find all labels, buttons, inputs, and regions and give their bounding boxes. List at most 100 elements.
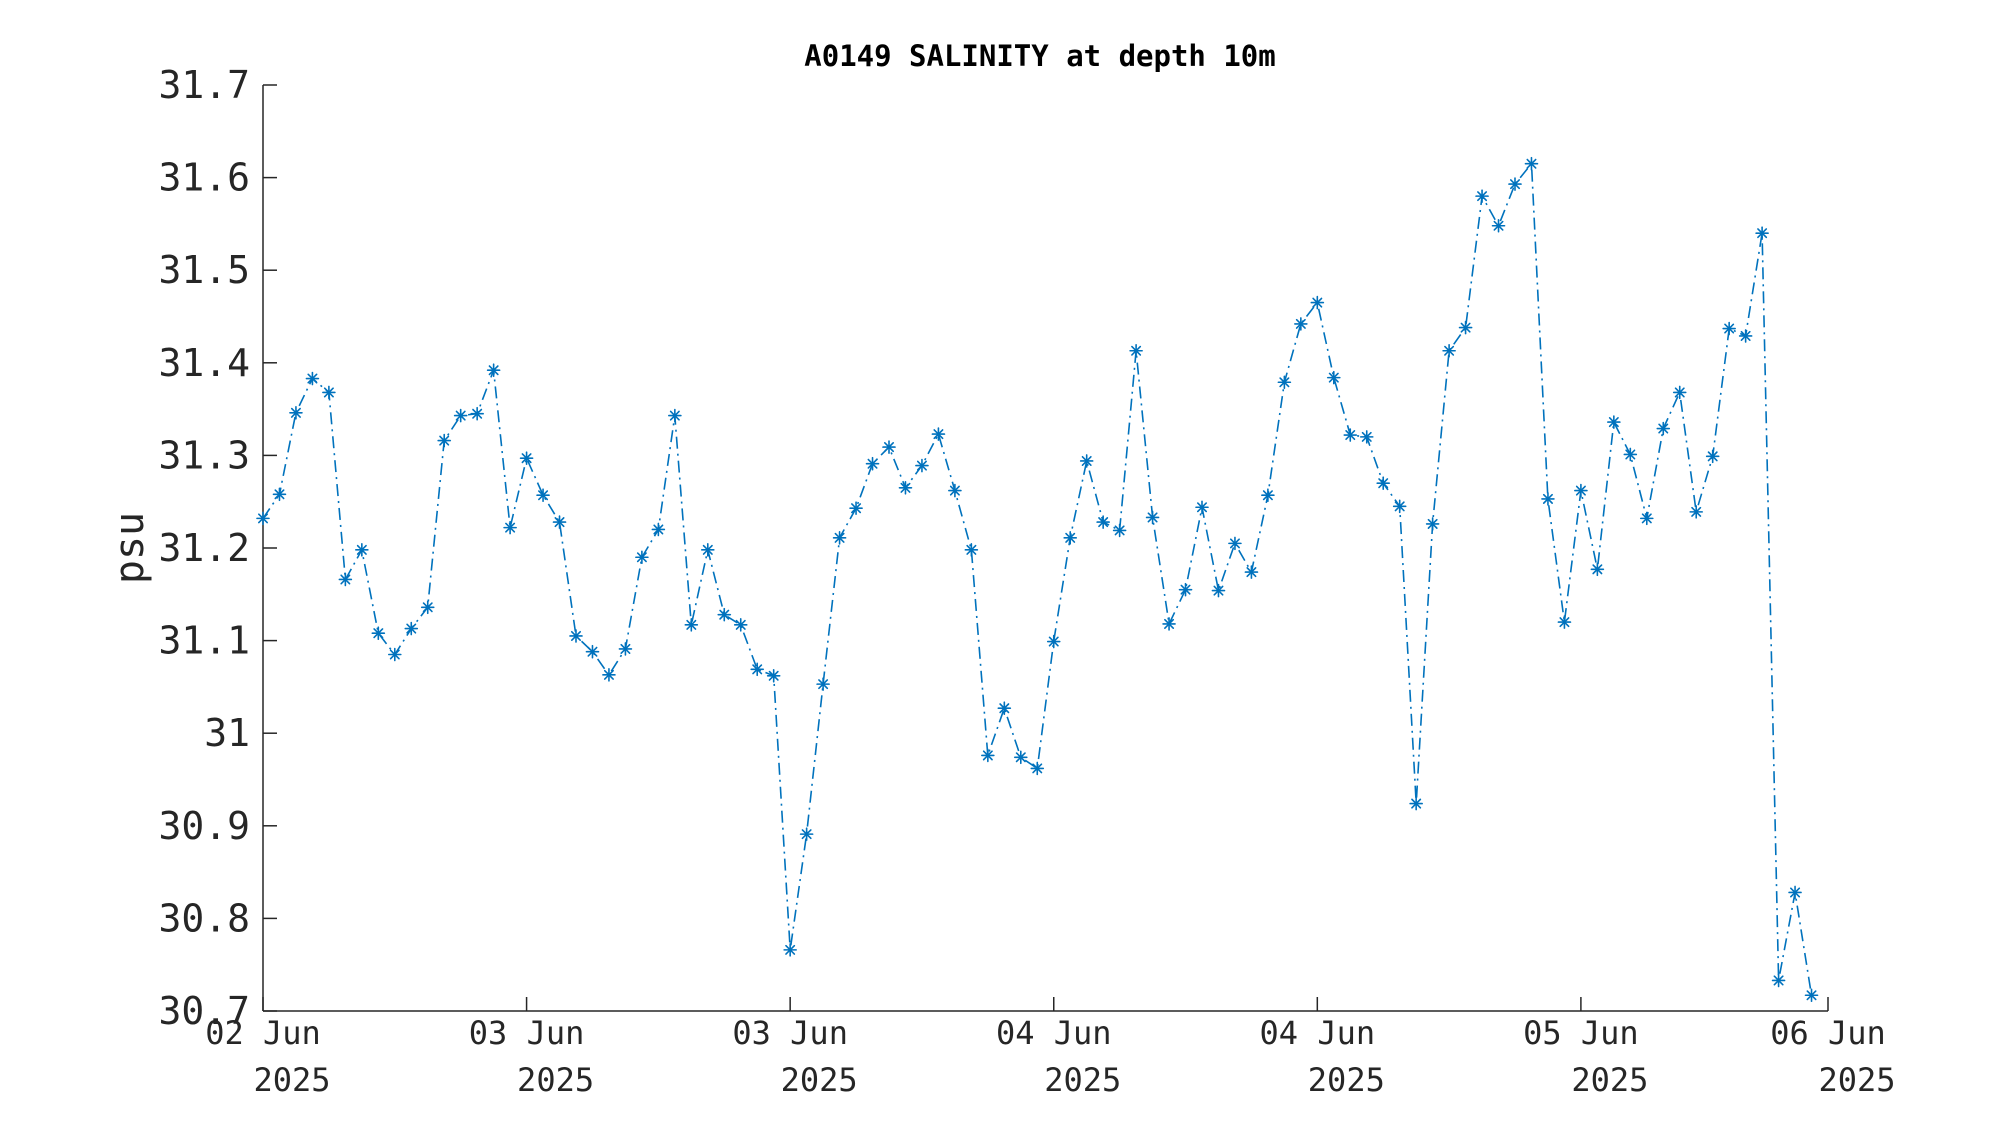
y-tick-label: 31.6 — [158, 156, 250, 200]
data-point — [1326, 370, 1341, 385]
y-tick-label: 30.8 — [158, 896, 250, 940]
data-point — [387, 647, 402, 662]
data-point — [865, 456, 880, 471]
data-point — [733, 618, 748, 632]
data-point — [1722, 321, 1736, 336]
data-point — [420, 600, 435, 615]
data-point — [486, 363, 501, 378]
y-tick-label: 30.7 — [158, 989, 250, 1033]
x-tick-label-day: 03 Jun — [469, 1014, 585, 1052]
data-point — [1294, 317, 1308, 331]
data-point — [470, 406, 484, 421]
x-tick-label-year: 2025 — [1308, 1061, 1385, 1099]
data-point — [503, 520, 517, 535]
y-tick-label: 31.4 — [158, 341, 250, 385]
x-tick-label-year: 2025 — [1044, 1061, 1121, 1099]
data-point — [256, 511, 270, 526]
data-point — [750, 662, 765, 677]
y-tick-label: 31.3 — [158, 433, 250, 477]
data-point — [997, 701, 1012, 715]
data-point — [1376, 476, 1391, 490]
x-tick-label-year: 2025 — [1571, 1061, 1648, 1099]
data-point — [1343, 428, 1358, 442]
data-point — [1178, 582, 1193, 597]
data-point — [1013, 750, 1028, 765]
data-series — [256, 156, 1819, 1003]
x-tick-label-year: 2025 — [781, 1061, 858, 1099]
data-point — [519, 451, 534, 465]
data-point — [1590, 562, 1605, 577]
data-point — [799, 827, 814, 841]
data-point — [453, 408, 468, 423]
data-point — [898, 481, 913, 495]
series-line — [262, 161, 1813, 996]
x-tick-label-day: 04 Jun — [996, 1014, 1112, 1052]
data-point — [1063, 531, 1078, 545]
data-point — [272, 487, 287, 502]
data-point — [1425, 517, 1440, 531]
x-axis-ticks: 02 Jun 2025 03 Jun 2025 03 Jun 2025 04 Jun 2025… — [205, 997, 1896, 1099]
data-point — [1228, 536, 1242, 551]
data-point — [1261, 488, 1275, 503]
data-point — [1574, 483, 1588, 498]
data-point — [355, 543, 369, 557]
data-point — [1129, 343, 1143, 358]
data-point — [717, 607, 732, 622]
data-point — [1046, 634, 1061, 649]
x-tick-label-day: 05 Jun — [1523, 1014, 1639, 1052]
data-point — [635, 550, 649, 565]
data-point — [1145, 510, 1160, 525]
data-point — [766, 668, 781, 683]
data-point — [585, 644, 600, 659]
data-point — [1705, 449, 1720, 464]
data-point — [684, 618, 699, 632]
data-point — [305, 371, 320, 386]
y-tick-label: 31.5 — [158, 248, 250, 292]
data-point — [981, 748, 995, 763]
x-tick-label-year: 2025 — [253, 1061, 330, 1099]
data-point — [1557, 615, 1572, 629]
data-point — [1030, 761, 1045, 776]
data-point — [948, 483, 962, 498]
data-point — [322, 385, 336, 400]
data-point — [289, 406, 303, 420]
data-point — [1639, 511, 1654, 526]
y-axis-ticks: 30.7 30.8 30.9 31 31.1 31.2 31.3 31.4 31.5 31.6 31… — [158, 63, 277, 1033]
data-point — [1771, 973, 1786, 988]
data-point — [602, 668, 616, 682]
data-point — [783, 943, 797, 957]
data-point — [1458, 320, 1473, 335]
data-point — [1392, 499, 1407, 514]
data-point — [1096, 515, 1110, 529]
data-point — [1607, 415, 1621, 429]
data-point — [668, 408, 682, 423]
data-point — [915, 458, 929, 473]
data-point — [1804, 988, 1819, 1003]
data-point — [552, 515, 567, 529]
data-point — [1475, 189, 1489, 203]
data-point — [1244, 565, 1259, 579]
data-point — [1162, 617, 1176, 631]
y-tick-label: 30.9 — [158, 804, 250, 848]
data-point — [1524, 156, 1539, 171]
data-point — [1277, 375, 1292, 390]
data-point — [404, 621, 419, 636]
x-tick-label-year: 2025 — [1818, 1061, 1895, 1099]
data-point — [832, 531, 847, 545]
y-tick-label: 31.2 — [158, 526, 250, 570]
data-point — [816, 677, 830, 691]
data-point — [882, 440, 896, 454]
x-tick-label-day: 04 Jun — [1260, 1014, 1376, 1052]
data-point — [1491, 218, 1506, 233]
data-point — [1689, 505, 1704, 519]
data-point — [618, 642, 633, 656]
data-point — [536, 488, 550, 503]
data-point — [371, 626, 386, 640]
y-tick-label: 31 — [204, 711, 250, 755]
data-point — [1656, 421, 1671, 436]
y-tick-label: 31.7 — [158, 63, 250, 107]
chart-title: A0149 SALINITY at depth 10m — [804, 39, 1275, 73]
data-point — [1623, 447, 1638, 462]
data-point — [1508, 177, 1522, 191]
